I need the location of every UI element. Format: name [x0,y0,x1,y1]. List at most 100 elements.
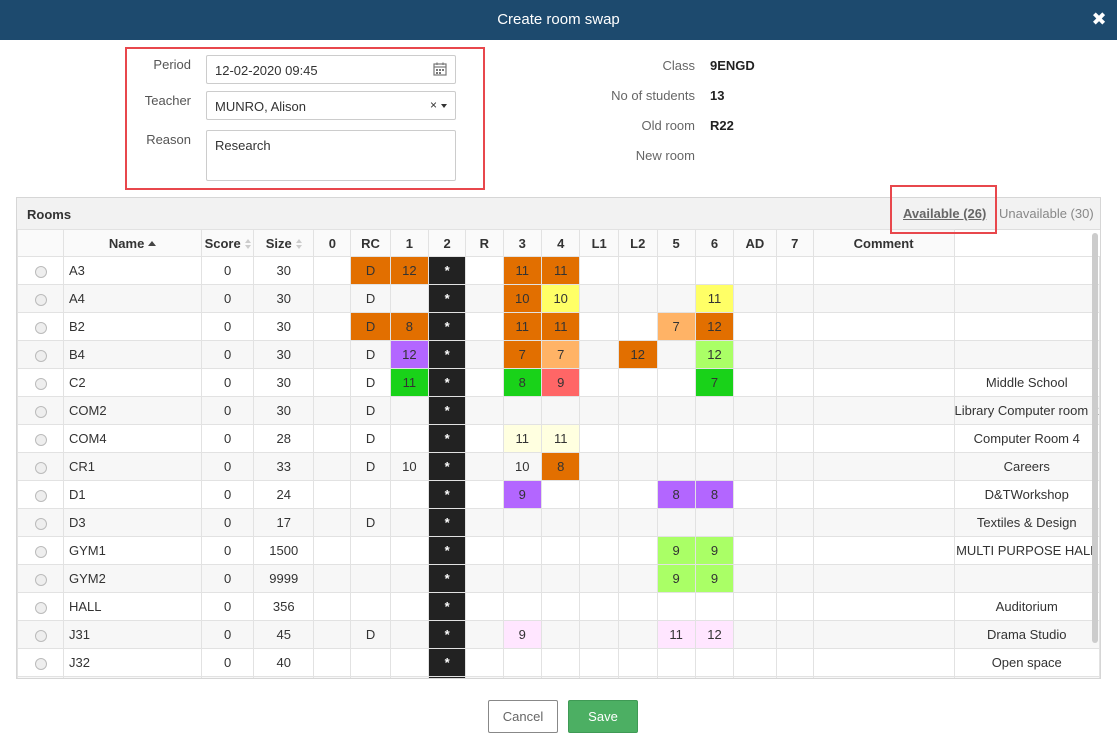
room-size-cell: 24 [253,480,315,509]
col-name-header[interactable]: Name [62,229,203,257]
room-name-cell: COM4 [62,424,203,453]
row-select-cell[interactable] [17,396,64,425]
table-row[interactable]: GYM2 0 9999 * 9 9 [17,564,1100,593]
row-select-cell[interactable] [17,508,64,537]
period-cell [350,536,391,565]
room-name-cell: B4 [62,340,203,369]
table-row[interactable]: B4 0 30 D 12 * 7 7 12 12 [17,340,1100,369]
row-select-cell[interactable] [17,480,64,509]
cancel-button[interactable]: Cancel [488,700,558,733]
period-cell: D [350,508,391,537]
room-radio[interactable] [34,405,47,418]
available-tab[interactable]: Available (26) [903,206,987,221]
table-row[interactable]: GYM1 0 1500 * 9 9 MULTI PURPOSE HALL [17,536,1100,565]
row-select-cell[interactable] [17,340,64,369]
reason-field[interactable]: Research [206,130,456,181]
period-cell [313,592,352,621]
room-radio[interactable] [34,601,47,614]
col-score-header[interactable]: Score [201,229,255,257]
table-row[interactable]: HALL 0 356 * Auditorium [17,592,1100,621]
row-select-cell[interactable] [17,452,64,481]
room-radio[interactable] [34,321,47,334]
period-cell [775,284,814,313]
room-radio[interactable] [34,517,47,530]
room-score-cell: 0 [201,312,255,341]
row-select-cell[interactable] [17,564,64,593]
period-cell: 12 [389,256,430,285]
table-row[interactable]: J31 0 45 D * 9 11 12 Drama Studio [17,620,1100,649]
period-cell [502,508,542,537]
room-radio[interactable] [34,657,47,670]
period-cell: * [428,564,467,593]
period-cell [617,508,658,537]
row-select-cell[interactable] [17,424,64,453]
table-row[interactable]: D1 0 24 * 9 8 8 D&TWorkshop [17,480,1100,509]
period-cell [465,396,504,425]
row-select-cell[interactable] [17,676,64,678]
period-cell [617,312,658,341]
period-cell [313,480,352,509]
clear-icon[interactable]: × [429,98,437,112]
room-radio[interactable] [34,461,47,474]
period-cell [733,592,777,621]
reason-textarea[interactable]: Research [215,138,447,173]
room-name-cell: HALL [62,592,203,621]
period-cell: * [428,480,467,509]
period-cell [812,480,955,509]
row-select-cell[interactable] [17,312,64,341]
table-row[interactable]: B2 0 30 D 8 * 11 11 7 12 [17,312,1100,341]
row-select-cell[interactable] [17,256,64,285]
room-name-cell: J32 [62,648,203,677]
table-row[interactable]: J32 0 40 * Open space [17,648,1100,677]
col-period-header: 1 [389,229,430,257]
room-radio[interactable] [34,545,47,558]
room-score-cell [201,676,255,678]
period-cell [465,340,504,369]
period-cell [617,620,658,649]
period-cell [313,536,352,565]
table-row[interactable]: A4 0 30 D * 10 10 11 [17,284,1100,313]
period-cell [656,508,696,537]
save-button[interactable]: Save [568,700,638,733]
col-size-header[interactable]: Size [253,229,315,257]
vertical-scrollbar[interactable] [1092,233,1098,643]
room-radio[interactable] [34,349,47,362]
room-radio[interactable] [34,293,47,306]
period-cell: 7 [502,340,542,369]
row-select-cell[interactable] [17,592,64,621]
room-radio[interactable] [34,377,47,390]
row-select-cell[interactable] [17,620,64,649]
room-radio[interactable] [34,629,47,642]
room-radio[interactable] [34,573,47,586]
table-row[interactable] [17,676,1100,678]
table-row[interactable]: COM4 0 28 D * 11 11 Computer Room 4 [17,424,1100,453]
caret-down-icon[interactable] [441,104,447,108]
room-radio[interactable] [34,265,47,278]
room-comment-cell: Middle School [953,368,1100,397]
period-cell: * [428,424,467,453]
table-row[interactable]: A3 0 30 D 12 * 11 11 [17,256,1100,285]
table-row[interactable]: D3 0 17 D * Textiles & Design [17,508,1100,537]
row-select-cell[interactable] [17,284,64,313]
table-row[interactable]: C2 0 30 D 11 * 8 9 7 Middle School [17,368,1100,397]
row-select-cell[interactable] [17,648,64,677]
room-radio[interactable] [34,489,47,502]
room-score-cell: 0 [201,452,255,481]
period-cell: 11 [502,312,542,341]
room-radio[interactable] [34,433,47,446]
row-select-cell[interactable] [17,536,64,565]
period-cell [389,284,430,313]
period-cell: 11 [540,256,581,285]
close-icon[interactable]: ✖ [1091,9,1107,29]
teacher-label: Teacher [144,93,191,108]
room-score-cell: 0 [201,480,255,509]
row-select-cell[interactable] [17,368,64,397]
teacher-select[interactable]: MUNRO, Alison × [206,91,456,120]
period-label: Period [153,57,191,72]
col-period-header: RC [350,229,391,257]
table-row[interactable]: COM2 0 30 D * Library Computer room 2 [17,396,1100,425]
table-row[interactable]: CR1 0 33 D 10 * 10 8 Careers [17,452,1100,481]
period-field[interactable]: 12-02-2020 09:45 [206,55,456,84]
calendar-icon[interactable] [433,62,447,76]
unavailable-tab[interactable]: Unavailable (30) [999,206,1094,221]
